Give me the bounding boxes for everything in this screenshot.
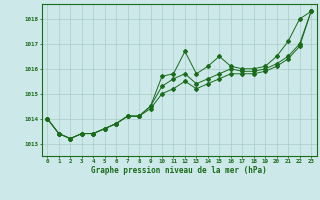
X-axis label: Graphe pression niveau de la mer (hPa): Graphe pression niveau de la mer (hPa)	[91, 166, 267, 175]
